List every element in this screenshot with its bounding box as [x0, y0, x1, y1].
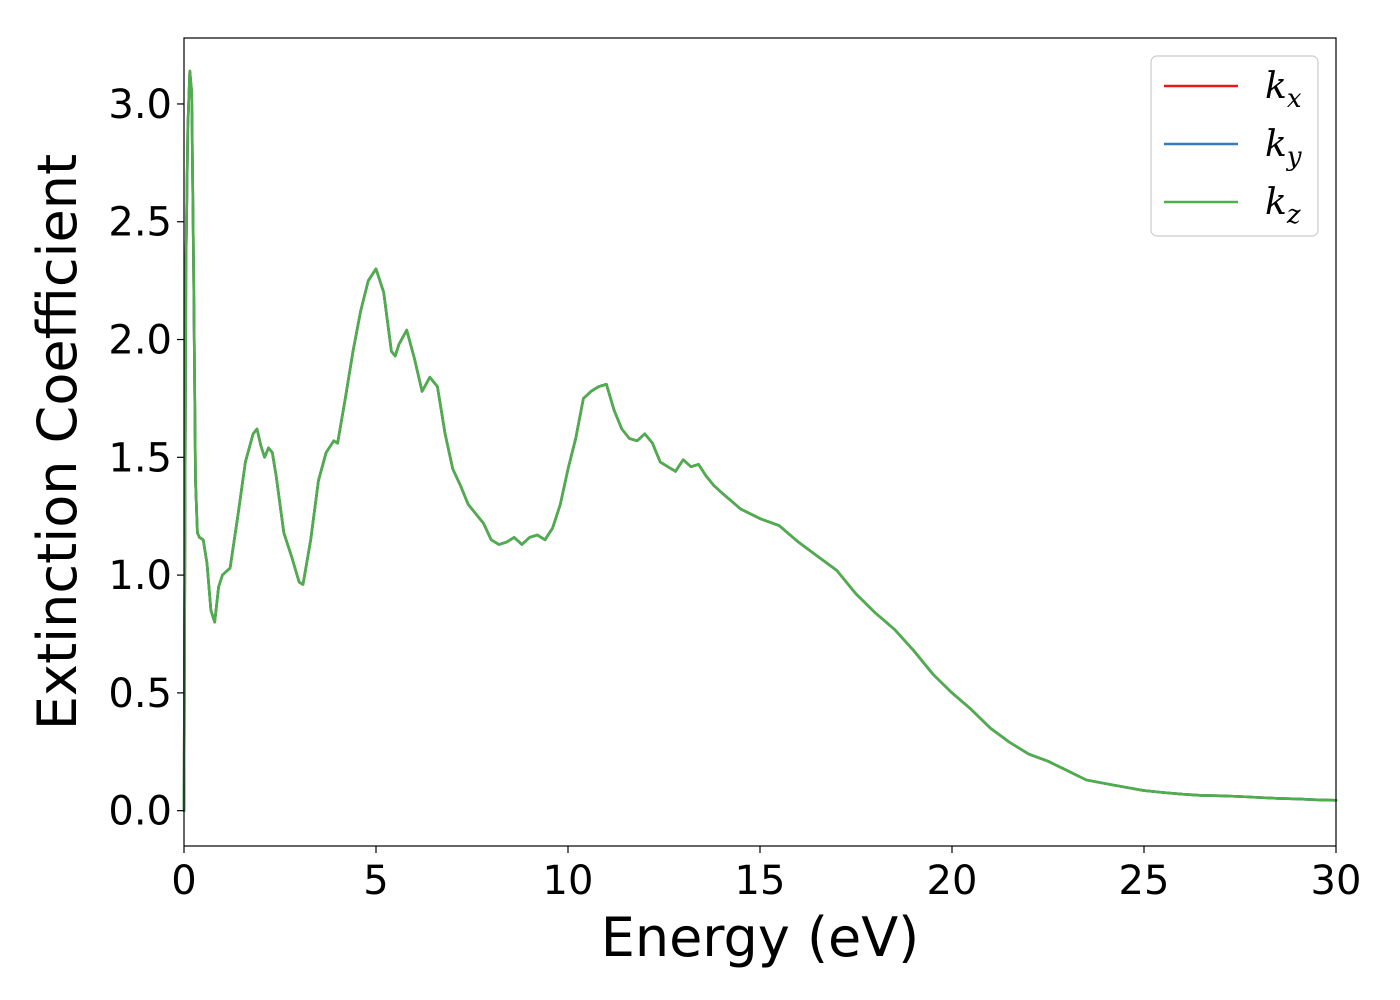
y-axis-label: Extinction Coefficient: [26, 154, 89, 730]
legend-box: [1150, 55, 1319, 237]
y-tick-label: 0.5: [108, 671, 172, 717]
y-tick-label: 0.0: [108, 789, 172, 835]
series-line-z: [182, 69, 1338, 812]
x-tick-label: 15: [735, 858, 786, 904]
x-tick-label: 20: [927, 858, 978, 904]
x-tick-label: 5: [363, 858, 388, 904]
legend-label-subscript: x: [1287, 84, 1302, 114]
y-tick-label: 1.5: [108, 435, 172, 481]
y-tick-label: 3.0: [108, 82, 172, 128]
y-tick-label: 1.0: [108, 553, 172, 599]
legend-label-base: k: [1265, 66, 1287, 107]
y-axis-ticks: 0.0 0.5 1.0 1.5 2.0 2.5 3.0: [108, 82, 184, 835]
legend-label-x: kx: [1265, 66, 1302, 114]
x-tick-label: 30: [1311, 858, 1362, 904]
x-tick-label: 10: [543, 858, 594, 904]
x-tick-label: 25: [1119, 858, 1170, 904]
legend-label-subscript: y: [1286, 142, 1302, 172]
legend-label-z: kz: [1265, 182, 1301, 230]
legend-label-subscript: z: [1286, 200, 1301, 230]
y-tick-label: 2.5: [108, 200, 172, 246]
series-layer: [182, 69, 1338, 812]
x-axis-label: Energy (eV): [601, 906, 920, 969]
x-tick-label: 0: [171, 858, 196, 904]
x-axis-ticks: 0 5 10 15 20 25 30: [171, 846, 1361, 904]
legend-label-base: k: [1265, 182, 1287, 223]
legend-label-base: k: [1265, 124, 1287, 165]
legend-label-y: ky: [1265, 124, 1302, 172]
y-tick-label: 2.0: [108, 318, 172, 364]
